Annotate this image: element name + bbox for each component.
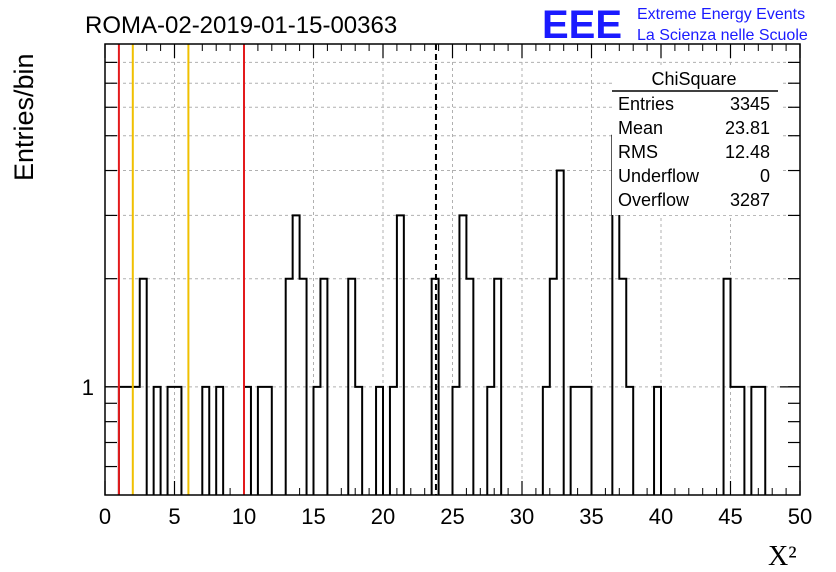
marker-lines bbox=[117, 44, 437, 495]
chart-title: ROMA-02-2019-01-15-00363 bbox=[85, 12, 397, 39]
stats-row-label: Underflow bbox=[618, 166, 700, 186]
stats-row-value: 23.81 bbox=[725, 118, 770, 138]
stats-row-label: Mean bbox=[618, 118, 663, 138]
logo-mark: EEE bbox=[542, 3, 622, 47]
eee-logo: EEE Extreme Energy Events La Scienza nel… bbox=[542, 3, 808, 47]
stats-row-value: 12.48 bbox=[725, 142, 770, 162]
histogram-bins bbox=[117, 134, 767, 495]
x-tick-labels: 0 5 10 15 20 25 30 35 40 45 50 bbox=[99, 504, 812, 529]
x-tick-label: 35 bbox=[579, 504, 603, 529]
x-tick-label: 40 bbox=[649, 504, 673, 529]
x-tick-label: 45 bbox=[718, 504, 742, 529]
x-axis-label: X² bbox=[768, 541, 797, 572]
x-tick-label: 20 bbox=[371, 504, 395, 529]
x-tick-label: 15 bbox=[301, 504, 325, 529]
stats-title: ChiSquare bbox=[651, 69, 736, 89]
logo-line2: La Scienza nelle Scuole bbox=[637, 27, 808, 44]
stats-row-value: 3287 bbox=[730, 190, 770, 210]
stats-row-label: Overflow bbox=[618, 190, 690, 210]
stats-row-label: Entries bbox=[618, 94, 674, 114]
stats-row-value: 3345 bbox=[730, 94, 770, 114]
x-tick-label: 25 bbox=[440, 504, 464, 529]
x-tick-label: 10 bbox=[232, 504, 256, 529]
stats-row-value: 0 bbox=[760, 166, 770, 186]
x-tick-label: 30 bbox=[510, 504, 534, 529]
stats-box: ChiSquare Entries 3345 Mean 23.81 RMS 12.48 Un… bbox=[612, 65, 780, 215]
histogram-outline bbox=[117, 134, 767, 495]
y-tick-label: 1 bbox=[82, 375, 94, 400]
y-tick-labels: 1 bbox=[82, 375, 94, 400]
y-axis-label: Entries/bin bbox=[9, 53, 39, 181]
logo-line1: Extreme Energy Events bbox=[637, 6, 805, 23]
x-tick-label: 50 bbox=[788, 504, 812, 529]
x-tick-label: 5 bbox=[168, 504, 180, 529]
stats-row-label: RMS bbox=[618, 142, 658, 162]
plot-frame bbox=[104, 43, 801, 496]
x-tick-label: 0 bbox=[99, 504, 111, 529]
